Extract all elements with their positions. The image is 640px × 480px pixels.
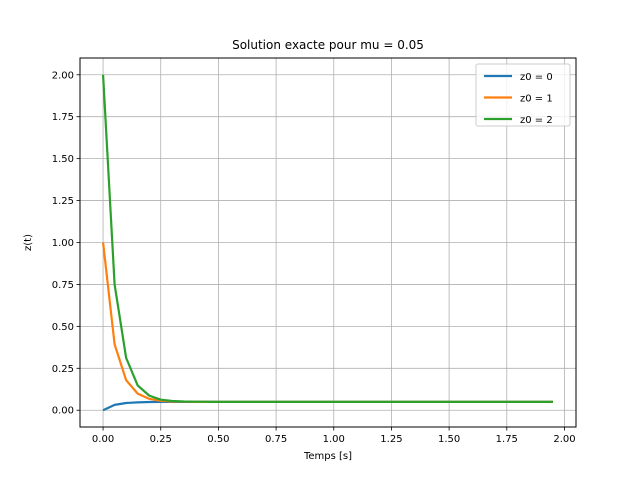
x-tick-label: 0.75 — [265, 434, 287, 445]
chart-title: Solution exacte pour mu = 0.05 — [232, 38, 424, 52]
legend-label: z0 = 2 — [520, 115, 553, 126]
legend-box — [475, 63, 571, 127]
legend: z0 = 0 z0 = 1 z0 = 2 — [475, 63, 571, 127]
legend-label: z0 = 1 — [520, 94, 553, 105]
series-line — [101, 74, 553, 403]
y-tick-label: 2.00 — [52, 70, 74, 81]
y-tick-label: 1.75 — [52, 112, 74, 123]
x-tick-label: 1.00 — [323, 434, 345, 445]
y-tick-label: 0.00 — [52, 406, 74, 417]
axis-ticks: 0.00 0.25 0.50 0.75 1.00 1.25 1.50 1.75 2.00 0.00… — [52, 70, 576, 445]
x-tick-label: 1.50 — [438, 434, 460, 445]
y-tick-label: 1.25 — [52, 196, 74, 207]
series-lines — [101, 74, 553, 412]
x-tick-label: 0.25 — [150, 434, 172, 445]
x-tick-label: 2.00 — [553, 434, 575, 445]
legend-label: z0 = 0 — [520, 72, 553, 83]
y-tick-label: 1.50 — [52, 154, 74, 165]
x-tick-label: 0.00 — [92, 434, 114, 445]
x-tick-label: 1.75 — [496, 434, 518, 445]
y-tick-label: 0.25 — [52, 364, 74, 375]
y-axis-label: z(t) — [23, 234, 34, 251]
x-tick-label: 0.50 — [207, 434, 229, 445]
y-tick-label: 0.75 — [52, 280, 74, 291]
y-tick-label: 0.50 — [52, 322, 74, 333]
y-tick-label: 1.00 — [52, 238, 74, 249]
x-tick-label: 1.25 — [380, 434, 402, 445]
x-axis-label: Temps [s] — [303, 451, 352, 462]
